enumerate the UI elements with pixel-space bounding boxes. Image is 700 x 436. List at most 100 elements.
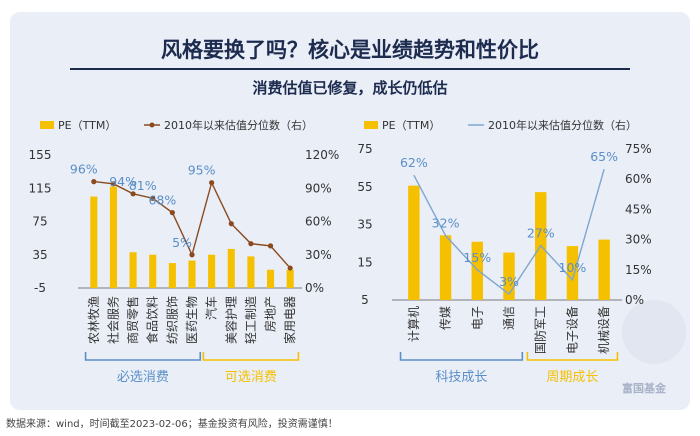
data-label: 68% — [148, 193, 176, 208]
x-tick-label: 房地产 — [263, 296, 278, 332]
y-tick-left: 55 — [357, 180, 372, 194]
group-bracket — [202, 352, 300, 361]
group-label: 可选消费 — [225, 370, 277, 385]
percentile-point — [267, 243, 274, 249]
pe-bar — [208, 254, 216, 288]
pe-bar — [227, 248, 235, 288]
data-label: 65% — [590, 149, 618, 164]
legend-bar-swatch — [364, 121, 378, 129]
legend-label: PE（TTM） — [58, 119, 116, 132]
legend-label: 2010年以来估值分位数（右） — [488, 118, 637, 132]
brand-logo: 富国基金 — [622, 382, 666, 395]
data-label: 3% — [499, 274, 519, 289]
pe-bar — [188, 260, 196, 288]
x-tick-label: 美容护理 — [223, 296, 238, 344]
x-tick-label: 电子设备 — [565, 306, 579, 354]
y-tick-left: 35 — [357, 218, 372, 232]
y-tick-right: 0% — [625, 293, 644, 307]
pe-bar — [168, 263, 176, 288]
percentile-point — [110, 181, 117, 187]
legend-label: PE（TTM） — [382, 119, 440, 132]
data-label: 5% — [172, 235, 192, 250]
x-tick-label: 医药生物 — [185, 296, 199, 344]
x-tick-label: 商贸零售 — [125, 296, 140, 344]
group-bracket — [399, 352, 524, 361]
panel-background — [10, 12, 690, 410]
data-label: 94% — [109, 174, 137, 189]
page-title: 风格要换了吗？核心是业绩趋势和性价比 — [161, 38, 539, 62]
percentile-point — [150, 195, 156, 201]
pe-bar — [598, 239, 610, 300]
y-tick-left: 155 — [29, 148, 52, 162]
x-tick-label: 汽车 — [204, 296, 219, 320]
data-label: 95% — [188, 163, 216, 178]
pe-bar — [90, 196, 98, 288]
y-tick-left: 75 — [32, 215, 47, 229]
pe-bar — [267, 269, 275, 288]
pe-bar — [408, 185, 420, 300]
data-source-note: 数据来源：wind，时间截至2023-02-06；基金投资有风险，投资需谨慎！ — [6, 419, 338, 430]
data-label: 27% — [527, 226, 555, 241]
data-label: 15% — [463, 250, 491, 265]
legend-marker — [149, 122, 155, 128]
group-label: 周期成长 — [546, 370, 598, 385]
x-tick-label: 纺织服饰 — [165, 296, 179, 344]
data-label: 81% — [129, 178, 157, 193]
x-tick-label: 电子 — [470, 306, 484, 330]
x-tick-label: 国防军工 — [533, 306, 548, 354]
pe-bar — [109, 186, 117, 288]
y-tick-right: 30% — [625, 233, 652, 247]
data-label: 10% — [559, 260, 587, 275]
y-tick-right: 75% — [625, 142, 652, 156]
data-label: 62% — [400, 155, 428, 170]
pe-bar — [503, 252, 515, 300]
data-label: 32% — [432, 216, 460, 231]
y-tick-right: 15% — [625, 263, 652, 277]
percentile-point — [287, 265, 293, 271]
x-tick-label: 农林牧渔 — [87, 296, 101, 344]
data-label: 96% — [70, 162, 98, 177]
x-tick-label: 社会服务 — [105, 296, 120, 344]
title-divider — [70, 68, 630, 70]
pe-bar — [471, 241, 483, 300]
percentile-line — [413, 168, 605, 295]
percentile-point — [169, 210, 175, 216]
y-tick-right: 60% — [625, 172, 652, 186]
pe-bar — [439, 235, 452, 300]
y-tick-right: 120% — [305, 148, 339, 162]
pe-bar — [566, 246, 579, 300]
x-tick-label: 机械设备 — [596, 306, 611, 354]
y-tick-left: 5 — [361, 293, 369, 307]
percentile-point — [91, 179, 97, 185]
x-tick-label: 传媒 — [438, 306, 453, 330]
legend-label: 2010年以来估值分位数（右） — [164, 118, 313, 132]
group-bracket — [84, 352, 202, 361]
pe-bar — [149, 254, 157, 288]
x-tick-label: 计算机 — [406, 306, 421, 342]
percentile-point — [130, 191, 136, 197]
percentile-point — [189, 252, 195, 258]
percentile-point — [209, 180, 215, 186]
pe-bar — [129, 252, 137, 288]
logo-badge-icon — [622, 300, 686, 364]
group-label: 科技成长 — [435, 370, 487, 385]
group-label: 必选消费 — [117, 370, 169, 385]
y-tick-right: 30% — [305, 248, 332, 262]
group-bracket — [526, 352, 619, 361]
y-tick-right: 45% — [625, 202, 652, 216]
y-tick-left: 15 — [357, 255, 372, 269]
x-tick-label: 轻工制造 — [244, 296, 258, 344]
y-tick-right: 90% — [305, 181, 332, 195]
y-tick-right: 0% — [305, 281, 324, 295]
pe-bar — [247, 256, 255, 288]
page-subtitle: 消费估值已修复，成长仍低估 — [252, 79, 448, 97]
x-tick-label: 通信 — [502, 306, 516, 330]
y-tick-left: 115 — [29, 181, 52, 195]
percentile-point — [228, 221, 234, 227]
x-tick-label: 食品饮料 — [145, 296, 160, 344]
percentile-point — [248, 241, 254, 247]
y-tick-right: 60% — [305, 215, 332, 229]
y-tick-left: 35 — [32, 248, 47, 262]
x-tick-label: 家用电器 — [282, 296, 297, 344]
